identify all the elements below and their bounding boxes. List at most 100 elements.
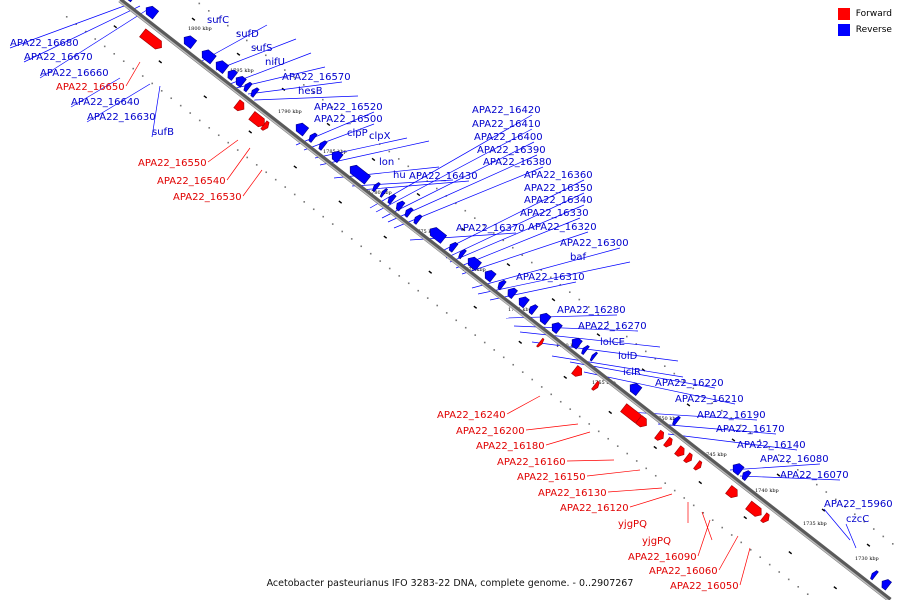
guide-dot — [122, 60, 125, 63]
guide-dot — [132, 67, 135, 70]
reverse-gene — [250, 87, 260, 98]
guide-dot — [777, 454, 780, 456]
forward-gene-label: yjgPQ — [618, 519, 647, 530]
guide-dot — [540, 386, 543, 388]
guide-dot — [388, 267, 391, 270]
guide-dot — [341, 230, 344, 233]
guide-dot — [768, 446, 771, 449]
guide-dot — [711, 402, 714, 404]
forward-gene-label: APA22_16160 — [497, 457, 566, 468]
guide-dot — [236, 32, 239, 34]
gene-labels: APA22_16680 APA22_16670 APA22_16660 APA22_1… — [10, 15, 893, 592]
guide-dot — [872, 528, 875, 530]
guide-dot — [692, 387, 695, 390]
kbp-tick-label: 1755 kbp — [592, 380, 616, 386]
guide-dot — [483, 341, 486, 344]
guide-dot — [293, 76, 296, 79]
guide-dot — [502, 239, 505, 242]
reverse-leader — [359, 180, 470, 191]
reverse-gene-label: APA22_16380 — [483, 157, 552, 168]
reverse-leader — [375, 128, 533, 213]
reverse-swatch — [837, 24, 850, 36]
tick-mark — [563, 375, 568, 380]
guide-dot — [464, 209, 467, 212]
reverse-gene-label: iclR — [623, 367, 641, 378]
forward-gene-label: APA22_16120 — [560, 503, 629, 514]
guide-dot — [673, 489, 676, 492]
forward-leader — [701, 511, 713, 541]
guide-dot — [654, 357, 657, 360]
reverse-gene — [201, 49, 217, 65]
guide-dot — [303, 201, 306, 203]
reverse-gene — [235, 76, 247, 88]
guide-dot — [654, 474, 657, 477]
reverse-leader — [823, 508, 851, 541]
guide-dot — [692, 504, 695, 507]
forward-gene — [536, 337, 545, 348]
reverse-gene — [528, 304, 539, 315]
reverse-gene — [145, 5, 160, 20]
guide-dot — [540, 269, 543, 271]
guide-dot — [331, 223, 334, 225]
reverse-gene — [539, 312, 552, 326]
reverse-gene — [395, 200, 406, 212]
guide-dot — [730, 417, 733, 419]
forward-gene-label: APA22_16090 — [628, 552, 697, 563]
forward-gene-label: APA22_16180 — [476, 441, 545, 452]
reverse-leader — [477, 261, 631, 295]
guide-dot — [302, 84, 305, 86]
reverse-gene — [349, 164, 371, 185]
guide-dot — [198, 2, 201, 5]
tick-mark — [326, 122, 331, 127]
guide-dot — [274, 61, 277, 64]
reverse-gene-label: APA22_16410 — [472, 119, 541, 130]
guide-dot — [616, 328, 619, 330]
reverse-leader — [739, 475, 841, 481]
reverse-gene-label: hesB — [298, 86, 323, 97]
legend-forward-label: Forward — [855, 9, 892, 19]
forward-gene — [683, 452, 693, 464]
reverse-gene-label: APA22_16500 — [314, 114, 383, 125]
guide-dot — [806, 476, 809, 479]
reverse-leader — [9, 5, 125, 49]
guide-dot — [436, 304, 439, 307]
guide-dot — [255, 164, 258, 166]
forward-gene — [139, 28, 162, 50]
guide-dot — [759, 556, 762, 558]
tick-mark — [821, 508, 826, 512]
reverse-leader — [845, 523, 857, 549]
guide-dot — [882, 535, 885, 538]
guide-dot — [511, 246, 514, 249]
reverse-gene — [308, 132, 318, 143]
guide-dot — [198, 119, 201, 122]
guide-dot — [635, 460, 638, 462]
legend-reverse-label: Reverse — [855, 25, 892, 35]
forward-gene-label: APA22_16050 — [670, 581, 739, 592]
guide-dot — [170, 97, 173, 100]
reverse-gene-label: APA22_16520 — [314, 102, 383, 113]
guide-dot — [701, 394, 704, 397]
forward-gene — [745, 500, 762, 517]
guide-dot — [293, 193, 296, 196]
guide-dot — [398, 275, 401, 277]
guide-dot — [359, 128, 362, 131]
reverse-leader — [729, 463, 821, 471]
forward-gene-label: APA22_16150 — [517, 472, 586, 483]
reverse-gene — [589, 351, 599, 362]
forward-gene — [248, 111, 265, 128]
guide-dot — [549, 276, 552, 279]
reverse-leader — [253, 95, 359, 101]
forward-gene — [725, 485, 738, 499]
reverse-leader — [215, 38, 297, 71]
guide-dot — [312, 208, 315, 211]
guide-dot — [778, 571, 781, 573]
reverse-gene — [448, 241, 459, 253]
reverse-gene — [215, 60, 230, 74]
forward-leader — [739, 547, 751, 586]
reverse-leader — [449, 204, 585, 263]
guide-dot — [587, 306, 590, 308]
reverse-leader — [387, 154, 538, 223]
guide-dot — [749, 432, 752, 434]
backbone-line — [118, 0, 892, 600]
forward-gene-label: yjgPQ — [642, 536, 671, 547]
